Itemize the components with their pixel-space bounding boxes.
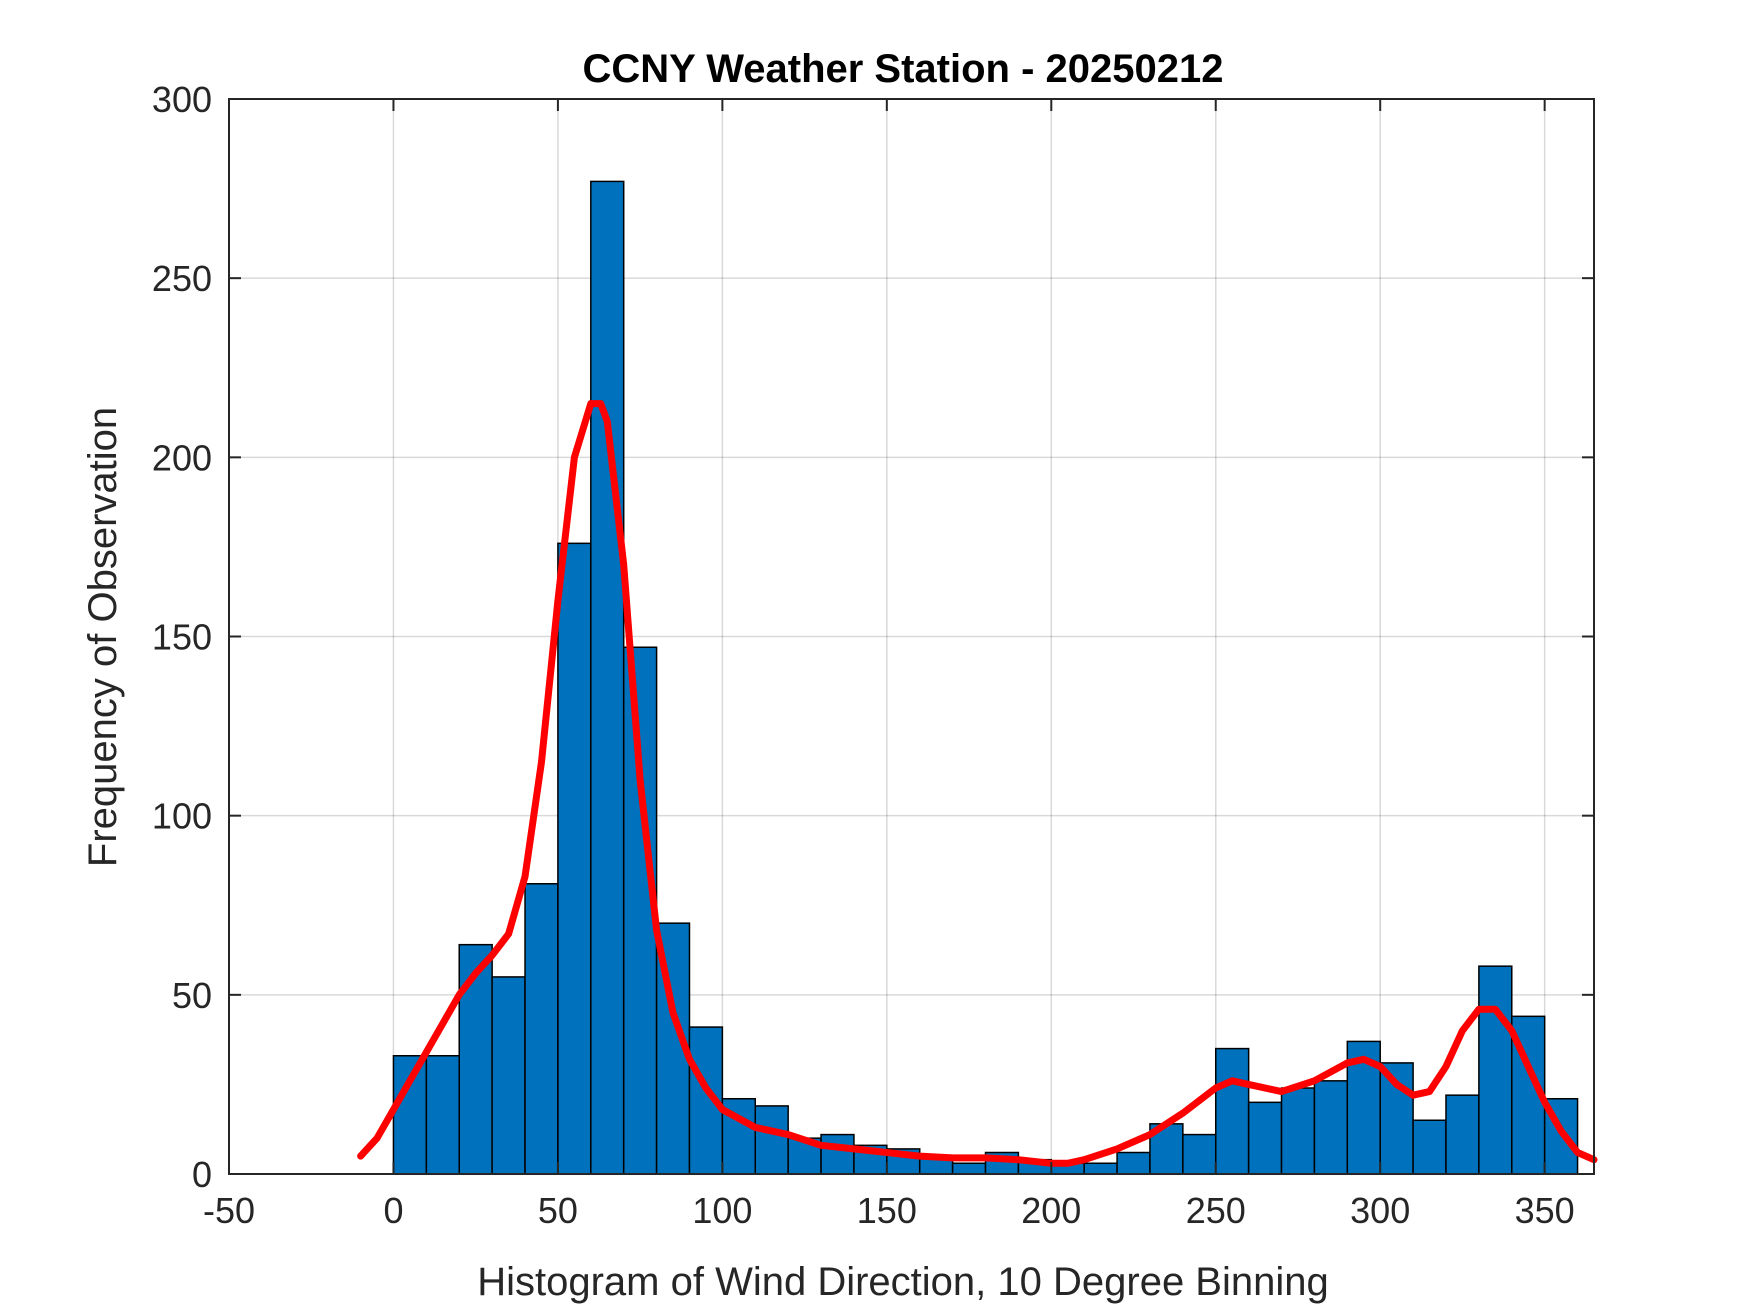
y-tick-label: 50	[172, 975, 212, 1016]
x-tick-label: 0	[383, 1190, 403, 1231]
y-tick-label: 100	[152, 796, 212, 837]
x-tick-label: 200	[1021, 1190, 1081, 1231]
histogram-bar	[1182, 1133, 1217, 1175]
x-tick-label: 150	[857, 1190, 917, 1231]
y-tick-label: 250	[152, 258, 212, 299]
histogram-bar	[425, 1055, 460, 1175]
histogram-bar	[590, 180, 625, 1175]
x-tick-label: 350	[1515, 1190, 1575, 1231]
histogram-bar	[820, 1133, 855, 1175]
histogram-bar	[1116, 1151, 1151, 1175]
x-tick-label: 50	[538, 1190, 578, 1231]
density-curve-layer	[357, 400, 1598, 1167]
x-tick-label: -50	[203, 1190, 255, 1231]
histogram-bar	[1313, 1080, 1349, 1175]
y-tick-labels: 0 50 100 150 200 250 300	[152, 79, 212, 1195]
x-tick-label: 250	[1186, 1190, 1246, 1231]
x-axis-label: Histogram of Wind Direction, 10 Degree B…	[477, 1260, 1329, 1304]
x-tick-label: 100	[692, 1190, 752, 1231]
histogram-bar	[1412, 1119, 1447, 1175]
y-tick-label: 0	[192, 1154, 212, 1195]
histogram-bar	[1280, 1087, 1316, 1175]
tick-marks	[228, 98, 1594, 1175]
histogram-bar	[557, 542, 592, 1175]
histogram-bar	[951, 1162, 987, 1175]
y-tick-label: 300	[152, 79, 212, 120]
histogram-bar	[1083, 1162, 1118, 1175]
histogram-bar	[392, 1055, 428, 1175]
histogram-bar	[458, 943, 493, 1175]
chart-title: CCNY Weather Station - 20250212	[583, 47, 1224, 91]
histogram-bar	[524, 883, 559, 1175]
y-axis-label: Frequency of Observation	[81, 407, 125, 867]
histogram-bar	[1445, 1094, 1480, 1175]
histogram-bar	[1214, 1047, 1250, 1175]
y-tick-label: 150	[152, 617, 212, 658]
y-tick-label: 200	[152, 437, 212, 478]
density-curve	[357, 400, 1598, 1167]
histogram-bar	[754, 1105, 789, 1175]
x-tick-label: 300	[1350, 1190, 1410, 1231]
histogram-bar	[491, 976, 526, 1175]
x-tick-labels: -50 0 50 100 150 200 250 300 350	[203, 1190, 1575, 1231]
histogram-bar	[1478, 965, 1513, 1175]
histogram-bar	[1247, 1101, 1283, 1175]
